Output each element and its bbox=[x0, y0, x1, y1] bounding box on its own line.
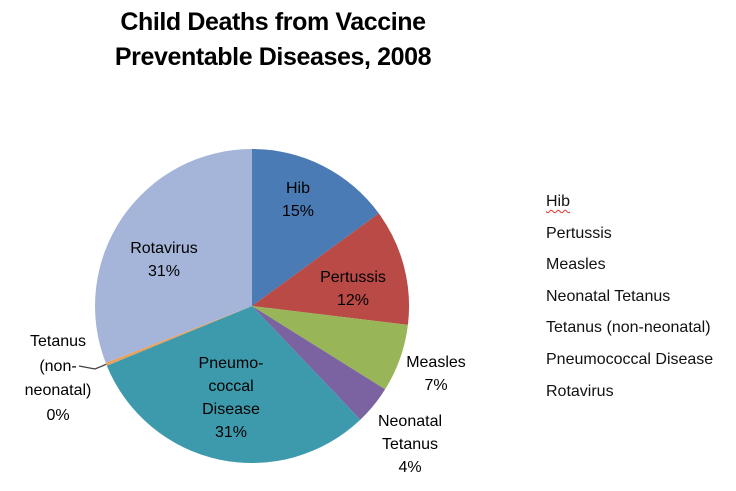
chart-title-line-1: Child Deaths from Vaccine bbox=[120, 8, 426, 36]
pie-label-hib-pct: 15% bbox=[281, 203, 315, 220]
legend-item-rotavirus-label: Rotavirus bbox=[546, 382, 614, 400]
pie-label-pneumococcal-disease: Pneumo- coccal Disease 31% bbox=[181, 352, 281, 444]
pie-label-hib: Hib 15% bbox=[258, 177, 338, 223]
pie-label-tetanus-pct: 0% bbox=[46, 406, 70, 424]
legend-item-neonatal-tetanus: Neonatal Tetanus bbox=[546, 281, 736, 313]
pie-label-rotavirus-name: Rotavirus bbox=[130, 240, 198, 257]
pie-label-hib-name: Hib bbox=[285, 180, 310, 197]
pie-label-measles: Measles 7% bbox=[391, 351, 481, 397]
legend-item-rotavirus: Rotavirus bbox=[546, 376, 736, 408]
pie-slice-neonatal-tetanus bbox=[252, 306, 386, 420]
pie-label-tetanus-line2: (non- bbox=[39, 357, 77, 375]
pie-slice-pneumococcal-disease bbox=[106, 306, 361, 464]
pie-label-rotavirus-pct: 31% bbox=[147, 263, 181, 280]
legend-item-neonatal-tetanus-label: Neonatal Tetanus bbox=[546, 287, 671, 305]
legend-item-tetanus-non-neonatal: Tetanus (non-neonatal) bbox=[546, 312, 736, 344]
pie-label-neonatal-tetanus-line2: Tetanus bbox=[381, 436, 439, 453]
leader-line-tetanus-non-neonatal bbox=[78, 363, 107, 370]
pie-label-pneumococcal-pct: 31% bbox=[214, 424, 248, 441]
pie-label-tetanus-line1: Tetanus bbox=[29, 333, 87, 350]
pie-label-neonatal-tetanus-line1: Neonatal bbox=[377, 413, 443, 430]
pie-label-rotavirus: Rotavirus 31% bbox=[118, 237, 210, 283]
legend-item-tetanus-non-neonatal-label: Tetanus (non-neonatal) bbox=[546, 319, 711, 337]
pie-label-pertussis-name: Pertussis bbox=[320, 269, 386, 286]
pie-label-tetanus-non-neonatal: Tetanus (non- neonatal) 0% bbox=[8, 330, 108, 428]
chart-title-line-2: Preventable Diseases, 2008 bbox=[114, 43, 432, 71]
pie-slice-hib bbox=[252, 149, 379, 306]
pie-label-tetanus-line3: neonatal) bbox=[24, 382, 92, 399]
legend-item-measles-label: Measles bbox=[546, 256, 606, 274]
legend-item-hib: Hib bbox=[546, 186, 736, 218]
legend-item-pertussis: Pertussis bbox=[546, 218, 736, 250]
pie-slice-rotavirus bbox=[95, 149, 252, 363]
pie-label-neonatal-tetanus-pct: 4% bbox=[398, 459, 422, 476]
pie-label-pertussis: Pertussis 12% bbox=[305, 266, 401, 312]
legend-item-pneumococcal-disease-label: Pneumococcal Disease bbox=[546, 350, 714, 368]
legend: Hib Pertussis Measles Neonatal Tetanus T… bbox=[546, 186, 736, 407]
pie-label-pneumococcal-line1: Pneumo- bbox=[198, 355, 264, 372]
legend-item-pertussis-label: Pertussis bbox=[546, 224, 612, 242]
legend-item-hib-label: Hib bbox=[546, 193, 571, 210]
pie-label-measles-pct: 7% bbox=[424, 377, 448, 394]
pie-label-measles-name: Measles bbox=[406, 354, 466, 371]
pie-label-pneumococcal-line2: coccal bbox=[208, 378, 254, 395]
legend-item-pneumococcal-disease: Pneumococcal Disease bbox=[546, 344, 736, 376]
pie-slice-pertussis bbox=[252, 213, 410, 325]
legend-item-measles: Measles bbox=[546, 249, 736, 281]
pie-label-neonatal-tetanus: Neonatal Tetanus 4% bbox=[365, 410, 455, 479]
pie-label-pneumococcal-line3: Disease bbox=[202, 401, 260, 418]
pie-slice-tetanus-non-neonatal bbox=[105, 306, 252, 366]
pie-slice-measles bbox=[252, 306, 408, 390]
chart-title: Child Deaths from Vaccine Preventable Di… bbox=[61, 5, 485, 75]
pie-label-pertussis-pct: 12% bbox=[336, 292, 370, 309]
